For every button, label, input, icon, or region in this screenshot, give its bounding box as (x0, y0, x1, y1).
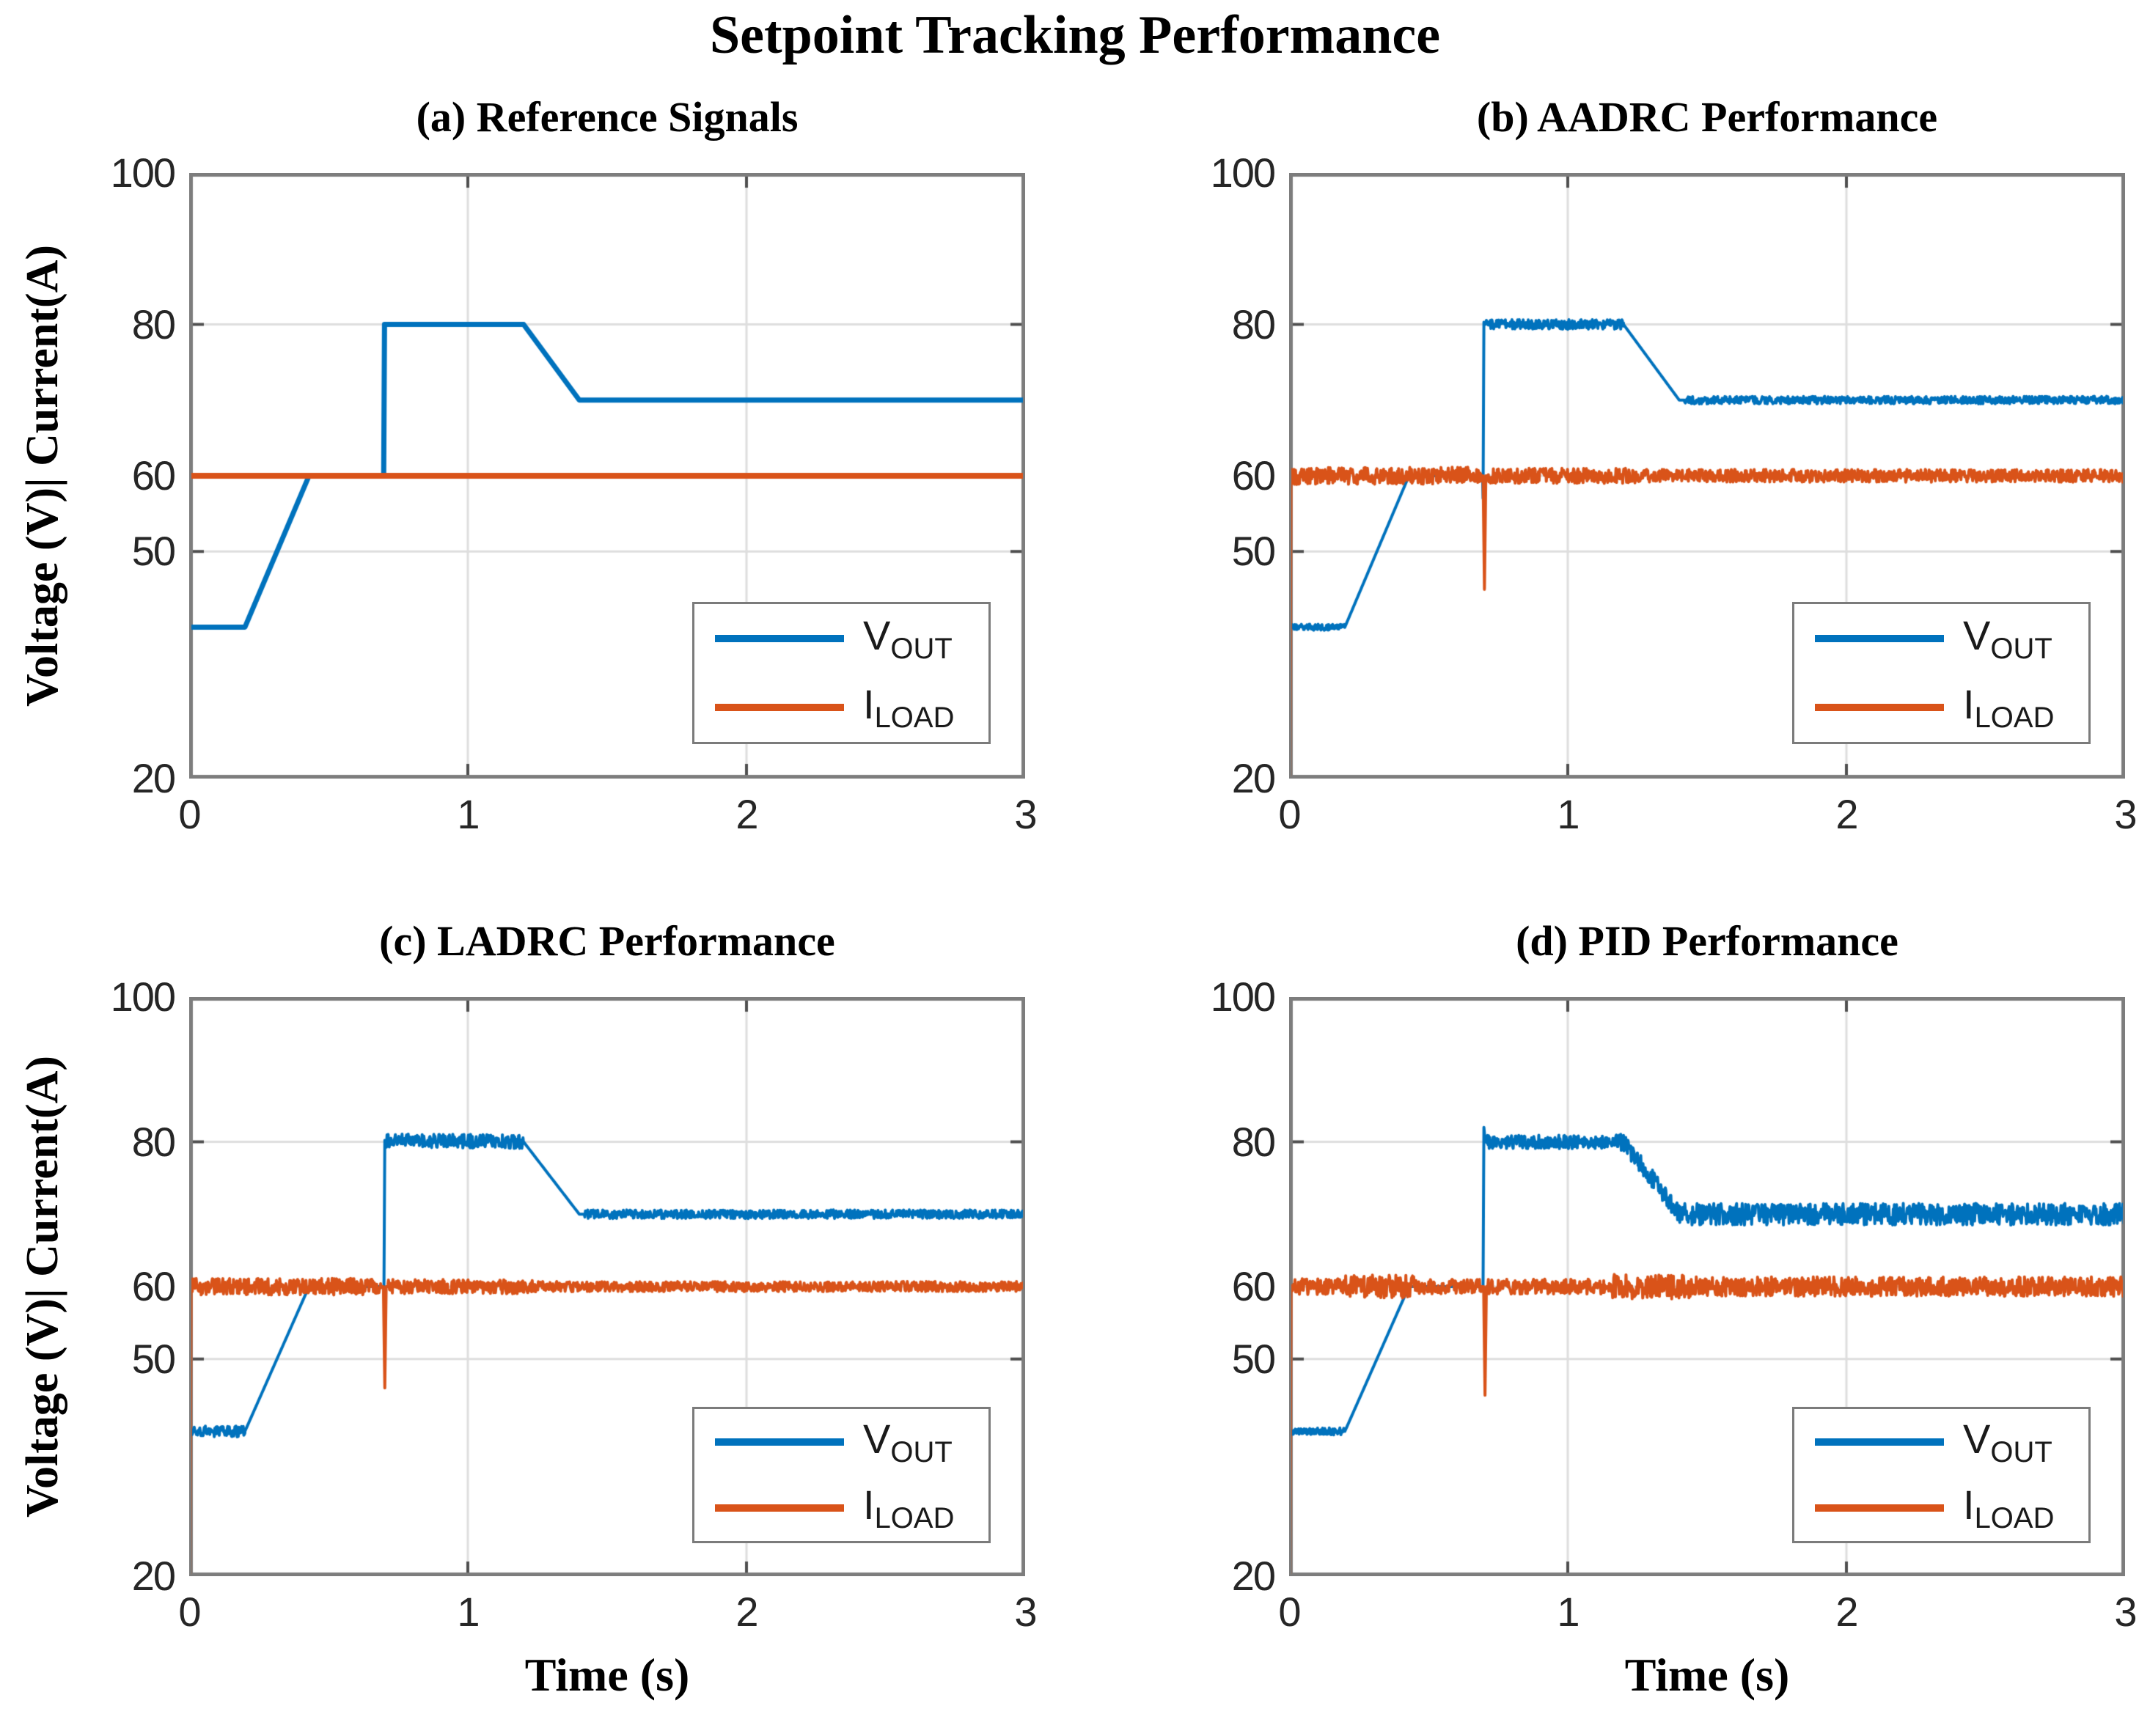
legend-label-iload: ILOAD (1963, 681, 2055, 734)
legend-entry-iload: ILOAD (694, 680, 988, 735)
y-tick-label-d-60: 60 (1231, 1263, 1276, 1309)
legend-entry-iload: ILOAD (694, 1481, 988, 1535)
x-tick-label-a-2: 2 (735, 791, 758, 837)
y-tick-label-c-20: 20 (131, 1553, 176, 1599)
x-tick-label-d-3: 3 (2114, 1589, 2137, 1635)
x-tick-label-c-3: 3 (1014, 1589, 1037, 1635)
subplot-b-title: (b) AADRC Performance (1476, 93, 1938, 141)
legend-label-vout: VOUT (863, 612, 953, 665)
legend-entry-vout: VOUT (1794, 1415, 2088, 1469)
legend-a: VOUT ILOAD (692, 602, 991, 744)
x-tick-label-b-2: 2 (1835, 791, 1858, 837)
legend-label-iload: ILOAD (1963, 1482, 2055, 1534)
subplot-d-title: (d) PID Performance (1516, 917, 1898, 965)
x-tick-label-a-3: 3 (1014, 791, 1037, 837)
legend-line-vout (715, 635, 844, 642)
legend-line-vout (715, 1438, 844, 1446)
y-tick-label-a-100: 100 (110, 150, 176, 196)
y-tick-label-c-80: 80 (131, 1118, 176, 1165)
legend-label-iload: ILOAD (863, 1482, 955, 1534)
legend-label-vout: VOUT (863, 1416, 953, 1468)
y-tick-label-a-60: 60 (131, 452, 176, 499)
legend-d: VOUT ILOAD (1792, 1407, 2091, 1543)
y-tick-label-c-60: 60 (131, 1263, 176, 1309)
legend-entry-vout: VOUT (694, 1415, 988, 1469)
x-tick-label-c-1: 1 (457, 1589, 480, 1635)
legend-entry-vout: VOUT (1794, 611, 2088, 666)
legend-line-iload (1815, 704, 1944, 711)
x-tick-label-a-1: 1 (457, 791, 480, 837)
x-axis-label-left: Time (s) (524, 1649, 690, 1701)
x-tick-label-b-1: 1 (1557, 791, 1580, 837)
y-tick-label-b-80: 80 (1231, 301, 1276, 347)
legend-line-iload (1815, 1504, 1944, 1512)
x-tick-label-b-0: 0 (1278, 791, 1301, 837)
legend-entry-iload: ILOAD (1794, 680, 2088, 735)
legend-entry-vout: VOUT (694, 611, 988, 666)
y-tick-label-a-80: 80 (131, 301, 176, 347)
y-tick-label-c-100: 100 (110, 974, 176, 1020)
x-tick-label-d-0: 0 (1278, 1589, 1301, 1635)
x-tick-label-a-0: 0 (178, 791, 201, 837)
legend-label-iload: ILOAD (863, 681, 955, 734)
y-tick-label-d-100: 100 (1210, 974, 1276, 1020)
legend-line-vout (1815, 1438, 1944, 1446)
legend-c: VOUT ILOAD (692, 1407, 991, 1543)
y-tick-label-b-20: 20 (1231, 755, 1276, 801)
y-tick-label-d-80: 80 (1231, 1118, 1276, 1165)
legend-entry-iload: ILOAD (1794, 1481, 2088, 1535)
y-tick-label-c-50: 50 (131, 1335, 176, 1382)
y-tick-label-b-50: 50 (1231, 528, 1276, 575)
legend-b: VOUT ILOAD (1792, 602, 2091, 744)
legend-label-vout: VOUT (1963, 1416, 2052, 1468)
subplot-a-title: (a) Reference Signals (416, 93, 799, 141)
y-tick-label-d-50: 50 (1231, 1335, 1276, 1382)
figure-title: Setpoint Tracking Performance (709, 5, 1441, 65)
x-tick-label-b-3: 3 (2114, 791, 2137, 837)
legend-label-vout: VOUT (1963, 612, 2052, 665)
y-tick-label-b-60: 60 (1231, 452, 1276, 499)
legend-line-iload (715, 1504, 844, 1512)
y-tick-label-d-20: 20 (1231, 1553, 1276, 1599)
x-tick-label-c-2: 2 (735, 1589, 758, 1635)
legend-line-vout (1815, 635, 1944, 642)
subplot-c-title: (c) LADRC Performance (379, 917, 835, 965)
x-tick-label-d-1: 1 (1557, 1589, 1580, 1635)
x-axis-label-right: Time (s) (1624, 1649, 1790, 1701)
y-tick-label-a-50: 50 (131, 528, 176, 575)
x-tick-label-c-0: 0 (178, 1589, 201, 1635)
x-tick-label-d-2: 2 (1835, 1589, 1858, 1635)
y-tick-label-b-100: 100 (1210, 150, 1276, 196)
legend-line-iload (715, 704, 844, 711)
y-tick-label-a-20: 20 (131, 755, 176, 801)
